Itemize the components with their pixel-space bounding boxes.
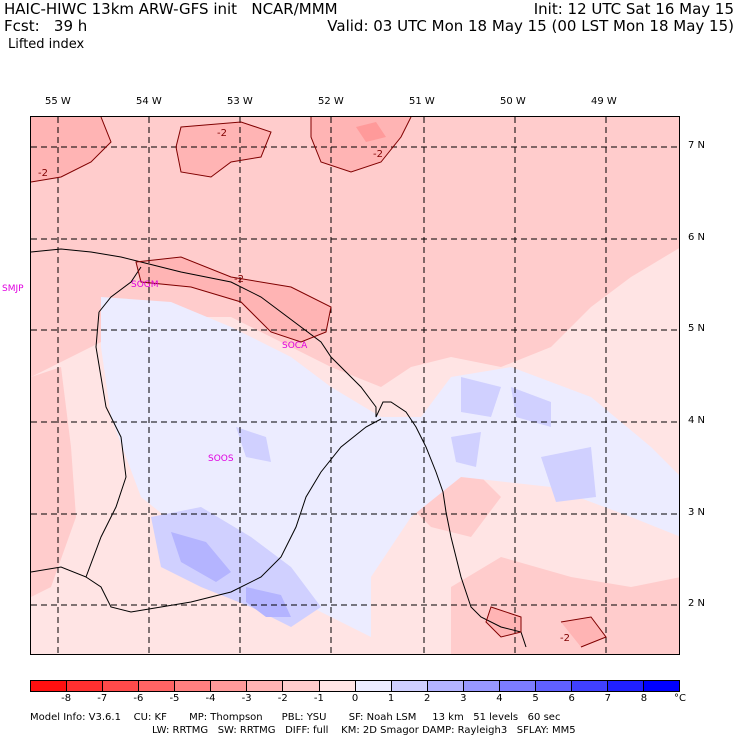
contour-label-e: -2	[560, 633, 570, 644]
colorbar-unit: °C	[674, 693, 686, 704]
coastline-borders	[31, 248, 527, 648]
contour-label-c: -2	[38, 168, 48, 179]
shade-li-plus1-east-c	[541, 447, 596, 502]
header-valid-time: Valid: 03 UTC Mon 18 May 15 (00 LST Mon …	[327, 17, 734, 35]
shade-li-plus2-a	[171, 532, 231, 582]
colorbar-swatch	[355, 681, 392, 691]
colorbar-swatch	[247, 681, 284, 691]
colorbar-swatch	[463, 681, 500, 691]
contour-minus2-c	[31, 117, 112, 183]
shade-li-minus2-north-b	[311, 117, 411, 172]
border-suriname-french-guiana	[85, 418, 382, 613]
header-forecast-hour: Fcst: 39 h	[4, 17, 88, 35]
colorbar-tick-label: -1	[313, 693, 324, 704]
border-suriname-west	[31, 311, 127, 578]
colorbar-tick-label: 1	[387, 693, 395, 704]
footer-physics-info: LW: RRTMG SW: RRTMG DIFF: full KM: 2D Sm…	[152, 725, 576, 736]
contour-label-b: -2	[373, 149, 383, 160]
contour-minus2-a	[175, 121, 272, 178]
colorbar-swatch	[535, 681, 572, 691]
colorbar-swatch	[211, 681, 248, 691]
lon-label-52w: 52 W	[318, 96, 344, 107]
colorbar-tick-label: -4	[205, 693, 216, 704]
colorbar-tick-label: -5	[169, 693, 180, 704]
shade-li-minus2-south-b	[561, 617, 606, 647]
colorbar-swatch	[608, 681, 645, 691]
colorbar-swatch	[283, 681, 320, 691]
colorbar-swatch	[103, 681, 140, 691]
colorbar-swatch	[427, 681, 464, 691]
lon-label-54w: 54 W	[136, 96, 162, 107]
contour-minus2-south-b	[560, 616, 607, 648]
shade-li-plus1-east-a	[461, 377, 501, 417]
lon-label-55w: 55 W	[45, 96, 71, 107]
colorbar-tick-label: 2	[424, 693, 431, 704]
lat-label-3n: 3 N	[688, 507, 706, 518]
colorbar-swatch	[571, 681, 608, 691]
colorbar-tick-label: -3	[241, 693, 252, 704]
contour-label-a: -2	[217, 128, 227, 139]
colorbar-swatch	[644, 681, 680, 691]
colorbar-tick-label: -8	[61, 693, 72, 704]
shade-li-minus3-north	[356, 122, 386, 142]
shade-li-plus1-inland	[236, 427, 271, 462]
shade-li-plus1-east-d	[451, 432, 481, 467]
colorbar-tick-label: 8	[640, 693, 648, 704]
contour-minus2-b	[310, 117, 412, 173]
graticule	[31, 117, 679, 654]
colorbar-swatch	[175, 681, 212, 691]
station-soca: SOCA	[282, 341, 308, 351]
header-title-left: HAIC-HIWC 13km ARW-GFS init NCAR/MMM	[4, 0, 338, 18]
shade-li-plus2-b	[246, 587, 291, 617]
lon-label-50w: 50 W	[500, 96, 526, 107]
contour-label-d: -2	[234, 274, 244, 285]
contour-minus2-south-a	[485, 606, 522, 638]
colorbar-tick-label: -2	[277, 693, 288, 704]
lon-label-51w: 51 W	[409, 96, 435, 107]
lat-label-4n: 4 N	[688, 415, 706, 426]
lat-label-6n: 6 N	[688, 232, 706, 243]
lat-label-5n: 5 N	[688, 323, 706, 334]
colorbar-tick-label: -6	[133, 693, 144, 704]
colorbar-tick-label: 7	[604, 693, 611, 704]
contour-minus2-coast	[135, 256, 332, 343]
lifted-index-map	[30, 116, 680, 655]
colorbar-tick-label: 4	[496, 693, 503, 704]
lat-label-7n: 7 N	[688, 140, 706, 151]
footer-model-info: Model Info: V3.6.1 CU: KF MP: Thompson P…	[30, 712, 561, 723]
colorbar-swatch	[31, 681, 68, 691]
map-canvas	[31, 117, 679, 654]
colorbar-swatch	[499, 681, 536, 691]
station-smjp: SMJP	[2, 284, 24, 294]
shade-li-minus2-north-c	[31, 117, 111, 182]
lon-label-53w: 53 W	[227, 96, 253, 107]
lat-label-2n: 2 N	[688, 598, 706, 609]
border-suriname-guyana-west	[98, 266, 142, 313]
header-init-time: Init: 12 UTC Sat 16 May 15	[533, 0, 734, 18]
lon-label-49w: 49 W	[591, 96, 617, 107]
station-sogm: SOGM	[131, 280, 159, 290]
colorbar-tick-label: 3	[460, 693, 467, 704]
station-soos: SOOS	[208, 454, 234, 464]
shade-li-minus2-north-a	[176, 122, 271, 177]
colorbar-tick-label: 5	[532, 693, 539, 704]
colorbar-swatch	[139, 681, 176, 691]
colorbar-swatch	[67, 681, 104, 691]
colorbar-tick-label: 6	[568, 693, 575, 704]
colorbar-tick-label: 0	[351, 693, 359, 704]
shade-li-plus1-east-b	[511, 387, 551, 427]
field-name: Lifted index	[8, 37, 85, 52]
colorbar-tick-label: -7	[97, 693, 108, 704]
contour-li-minus2	[31, 117, 607, 648]
colorbar	[30, 680, 680, 692]
colorbar-swatch	[391, 681, 428, 691]
shade-li-minus1-west	[31, 367, 76, 597]
colorbar-swatch	[319, 681, 356, 691]
shade-li-minus1-north	[31, 117, 679, 387]
coastline	[31, 248, 527, 648]
